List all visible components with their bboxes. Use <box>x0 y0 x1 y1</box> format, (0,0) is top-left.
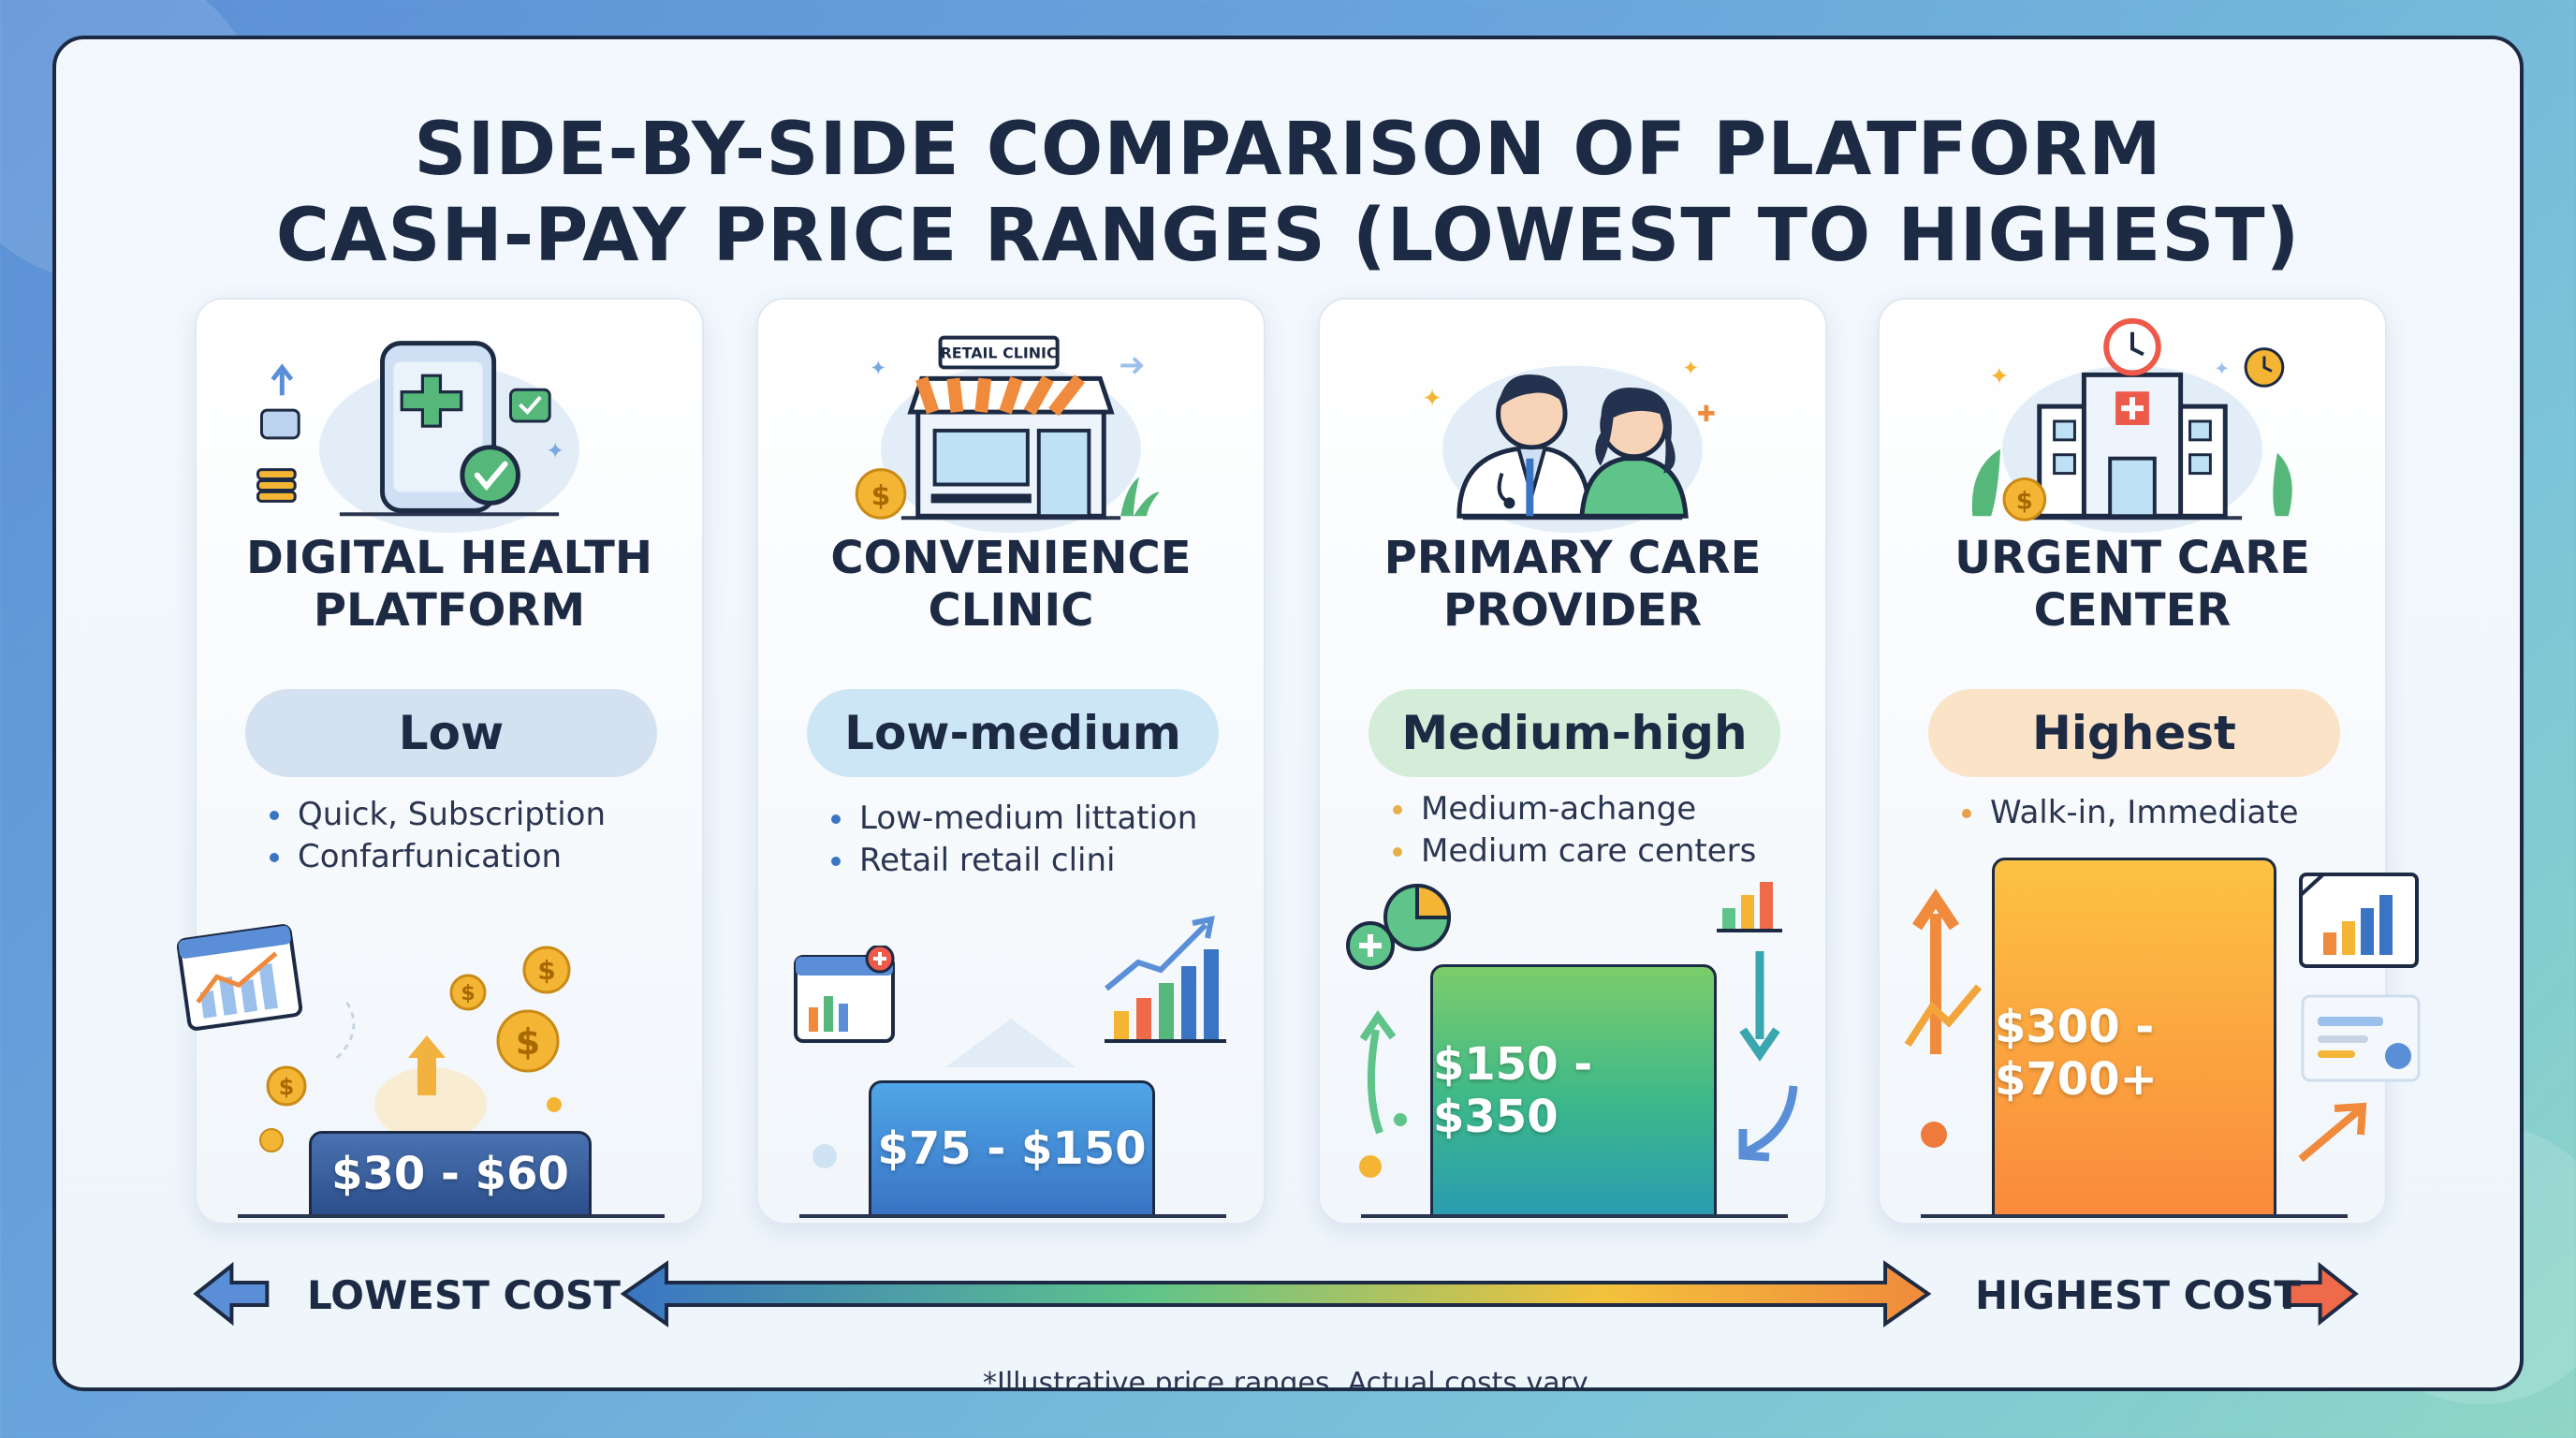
list-item: Medium care centers <box>1393 830 1805 873</box>
hospital-building-icon: $ ✦ ✦ <box>1971 317 2292 534</box>
calendar-chart-icon <box>794 946 895 1043</box>
price-range-bar: $150 - $350 <box>1430 964 1717 1217</box>
baseline <box>799 1214 1226 1218</box>
card-urgent-care-center: $ ✦ ✦ URGENT CARE CENTER Highest Walk-in… <box>1878 298 2421 1225</box>
list-item: Confarfunication <box>270 836 681 878</box>
svg-text:✦: ✦ <box>1682 357 1699 380</box>
svg-text:$: $ <box>279 1074 295 1100</box>
list-item-text: Walk-in, Immediate <box>1990 794 2299 831</box>
card-title: DIGITAL HEALTH PLATFORM <box>197 532 702 637</box>
document-card-icon <box>2301 994 2421 1082</box>
card-title-line-1: PRIMARY CARE <box>1383 532 1762 584</box>
card-title-line-1: URGENT CARE <box>1954 532 2310 584</box>
cost-level-badge: Low-medium <box>807 689 1219 777</box>
title-line-2: CASH-PAY PRICE RANGES (LOWEST TO HIGHEST… <box>275 194 2301 278</box>
svg-text:✦: ✦ <box>870 357 886 380</box>
infographic-frame: SIDE-BY-SIDE COMPARISON OF PLATFORM CASH… <box>52 36 2524 1391</box>
smartphone-medical-icon: ✦ <box>256 341 579 534</box>
card-title: URGENT CARE CENTER <box>1880 532 2385 637</box>
list-item: Retail retail clini <box>831 840 1243 882</box>
bullet-dot-icon <box>831 856 841 866</box>
card-title-line-1: DIGITAL HEALTH <box>245 532 653 584</box>
card-title: PRIMARY CARE PROVIDER <box>1320 532 1825 637</box>
bullet-dot-icon <box>1393 804 1402 814</box>
title-line-1: SIDE-BY-SIDE COMPARISON OF PLATFORM <box>414 108 2162 192</box>
bullet-dot-icon <box>1393 846 1402 857</box>
feature-list: Medium-achange Medium care centers <box>1393 788 1805 873</box>
list-item: Low-medium littation <box>831 798 1243 840</box>
card-primary-care-provider: ✦ ✦ ✚ PRIMARY CARE PROVIDER Medium-high … <box>1318 298 1827 1225</box>
bullet-dot-icon <box>270 852 279 862</box>
svg-text:$: $ <box>537 955 555 986</box>
retail-clinic-sign: RETAIL CLINIC <box>941 345 1058 362</box>
baseline <box>1921 1214 2348 1218</box>
bar-chart-icon <box>1717 882 1782 932</box>
svg-text:$: $ <box>871 479 891 512</box>
growth-chart-window-icon <box>176 924 303 1031</box>
decorative-dot <box>1359 1155 1382 1178</box>
svg-text:$: $ <box>461 982 475 1005</box>
list-item-text: Confarfunication <box>298 838 563 875</box>
card-convenience-clinic: RETAIL CLINIC $ ✦ CONVENIENCE CLINIC Low… <box>756 298 1266 1225</box>
svg-text:✦: ✦ <box>2214 358 2230 379</box>
card-title-line-2: PROVIDER <box>1442 584 1703 637</box>
doctor-patient-icon: ✦ ✦ ✚ <box>1422 357 1716 534</box>
footnote: *Illustrative price ranges. Actual costs… <box>982 1367 1594 1391</box>
cost-level-badge: Medium-high <box>1368 689 1780 777</box>
card-title-line-2: CENTER <box>2033 584 2232 637</box>
report-chart-icon <box>2299 873 2419 968</box>
list-item-text: Quick, Subscription <box>298 796 607 833</box>
list-item: Medium-achange <box>1393 788 1805 830</box>
price-range-bar: $300 - $700+ <box>1992 858 2276 1217</box>
feature-list: Quick, Subscription Confarfunication <box>270 794 681 878</box>
highest-cost-label: HIGHEST COST <box>1975 1272 2302 1318</box>
double-arrow-icon <box>620 1260 1932 1328</box>
page-title: SIDE-BY-SIDE COMPARISON OF PLATFORM CASH… <box>56 107 2520 279</box>
svg-text:$: $ <box>2016 487 2033 515</box>
retail-clinic-store-icon: RETAIL CLINIC $ ✦ <box>855 335 1160 534</box>
card-digital-health-platform: ✦ DIGITAL HEALTH PLATFORM Low Quick, Sub… <box>176 298 704 1225</box>
list-item: Walk-in, Immediate <box>1962 792 2374 834</box>
cost-scale-arrow <box>193 1260 2359 1328</box>
svg-text:✚: ✚ <box>1697 401 1716 427</box>
bullet-dot-icon <box>270 810 279 820</box>
right-arrow-icon <box>2282 1261 2359 1327</box>
up-arrow-icon <box>1359 1010 1407 1135</box>
card-title-line-2: CLINIC <box>928 584 1094 637</box>
card-title-line-1: CONVENIENCE <box>830 532 1192 584</box>
list-item-text: Low-medium littation <box>859 800 1198 837</box>
card-title: CONVENIENCE CLINIC <box>758 532 1264 637</box>
decorative-dot <box>1921 1122 1947 1148</box>
up-arrow-icon <box>1904 888 1983 1054</box>
feature-list: Low-medium littation Retail retail clini <box>831 798 1243 882</box>
down-arrow-icon <box>1738 951 1798 1162</box>
bullet-dot-icon <box>1962 808 1971 818</box>
cost-level-badge: Low <box>245 689 657 777</box>
feature-list: Walk-in, Immediate <box>1962 792 2374 834</box>
baseline <box>238 1214 665 1218</box>
list-item-text: Retail retail clini <box>859 842 1116 879</box>
list-item-text: Medium-achange <box>1421 790 1697 828</box>
card-title-line-2: PLATFORM <box>313 584 586 637</box>
baseline <box>1361 1214 1788 1218</box>
svg-text:✦: ✦ <box>1989 362 2010 390</box>
price-range-bar: $75 - $150 <box>869 1080 1155 1217</box>
svg-text:✦: ✦ <box>546 438 564 464</box>
pie-chart-plus-icon <box>1346 883 1452 970</box>
cost-level-badge: Highest <box>1928 689 2340 777</box>
price-range-bar: $30 - $60 <box>309 1131 592 1217</box>
bullet-dot-icon <box>831 814 841 824</box>
list-item-text: Medium care centers <box>1421 832 1757 870</box>
diagonal-up-arrow-icon <box>2298 1102 2367 1163</box>
svg-text:$: $ <box>516 1021 540 1063</box>
background-mountain-shape <box>945 1019 1076 1067</box>
rising-bar-chart-icon <box>1105 916 1226 1043</box>
decorative-dot <box>812 1144 837 1168</box>
left-arrow-icon <box>193 1261 270 1327</box>
svg-text:✦: ✦ <box>1422 385 1442 413</box>
coins-icon: $ $ $ $ <box>259 946 571 1152</box>
list-item: Quick, Subscription <box>270 794 681 836</box>
lowest-cost-label: LOWEST COST <box>307 1272 621 1318</box>
